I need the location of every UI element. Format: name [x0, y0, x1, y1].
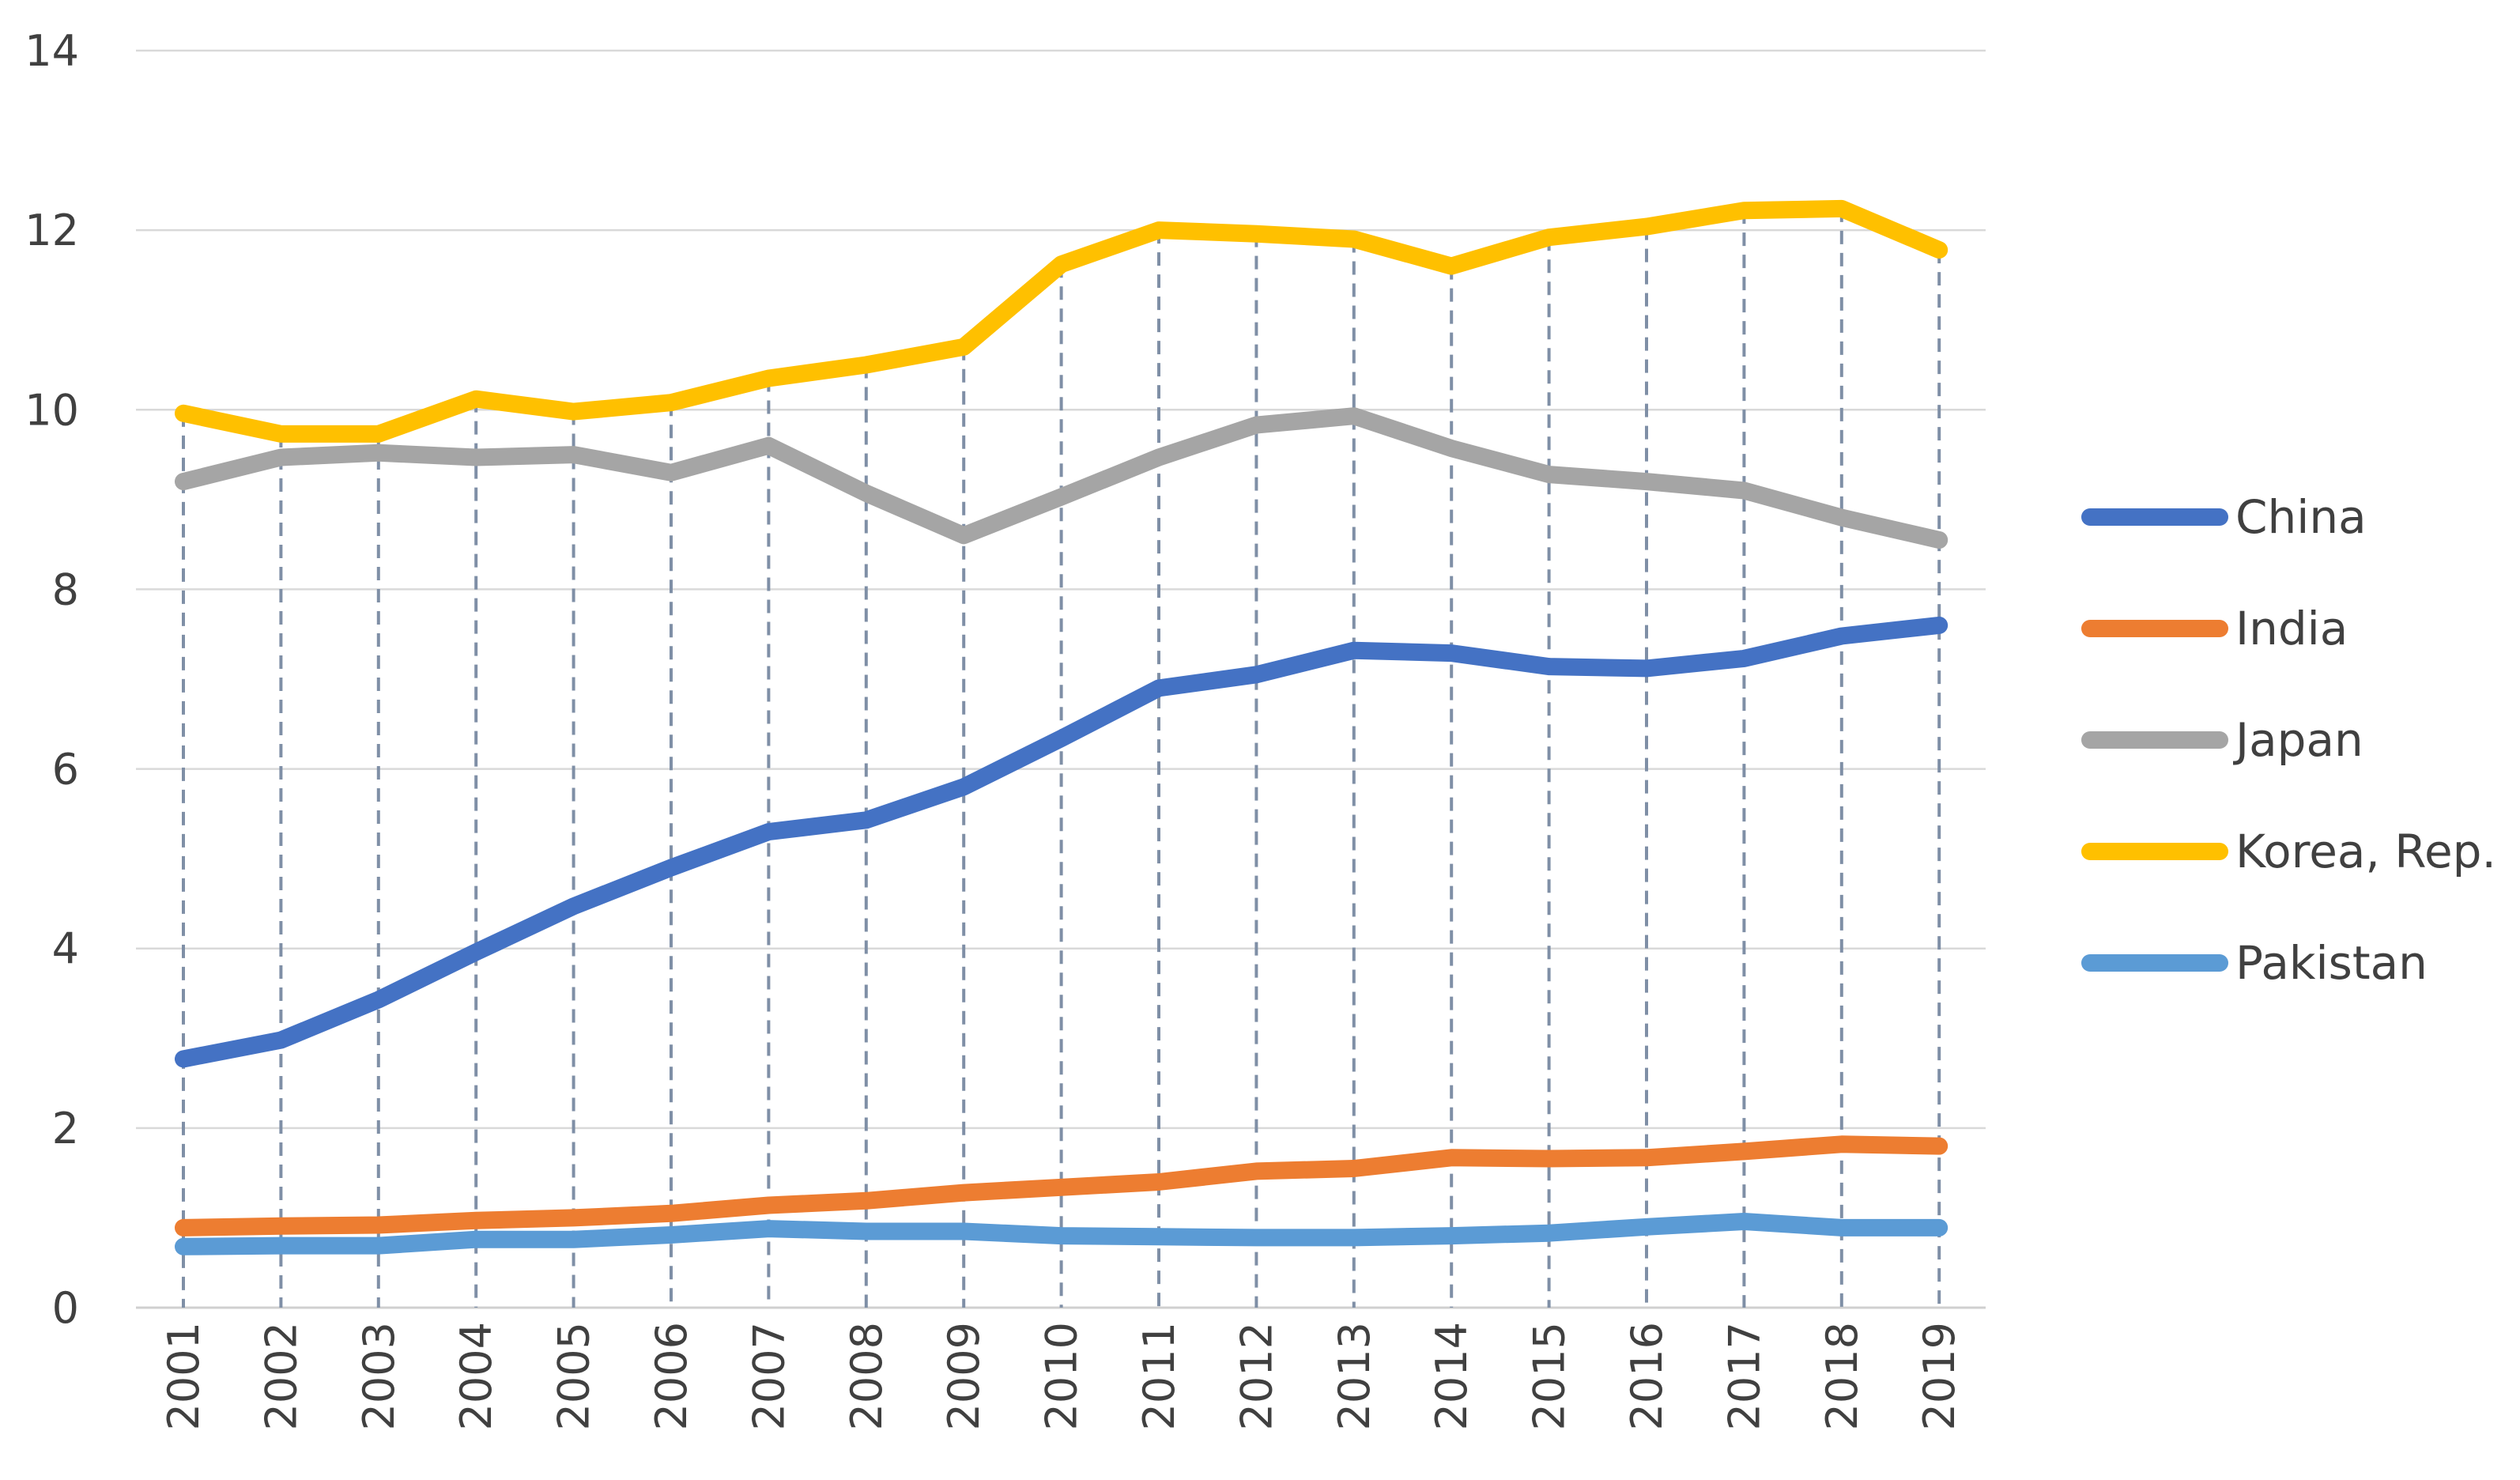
series-lines	[175, 199, 1948, 1255]
x-tick-label-2009: 2009	[939, 1322, 989, 1430]
x-tick-label-2004: 2004	[451, 1322, 501, 1430]
gridlines	[136, 49, 1986, 1309]
x-tick-label-2008: 2008	[842, 1322, 892, 1430]
x-tick-label-2016: 2016	[1622, 1322, 1672, 1430]
y-tick-label: 14	[25, 26, 79, 76]
legend-label-korea-rep: Korea, Rep.	[2235, 825, 2496, 878]
x-tick-label-2006: 2006	[647, 1322, 696, 1430]
y-tick-label: 0	[52, 1283, 79, 1333]
series-line-india	[175, 1135, 1948, 1236]
legend-label-china: China	[2235, 490, 2367, 544]
y-axis: 0 2 4 6 8 10 12 14	[25, 26, 79, 1333]
y-tick-label: 8	[52, 564, 79, 614]
x-tick-label-2013: 2013	[1330, 1322, 1379, 1430]
y-tick-label: 12	[25, 206, 79, 255]
x-tick-label-2014: 2014	[1427, 1322, 1477, 1430]
series-line-china	[175, 616, 1948, 1068]
x-tick-label-2007: 2007	[744, 1322, 794, 1430]
x-tick-label-2019: 2019	[1915, 1322, 1964, 1430]
x-tick-label-2005: 2005	[549, 1322, 599, 1430]
x-tick-label-2003: 2003	[354, 1322, 404, 1430]
series-line-pakistan	[175, 1213, 1948, 1255]
x-tick-label-2012: 2012	[1232, 1322, 1281, 1430]
series-line-japan	[175, 407, 1948, 549]
y-tick-label: 6	[52, 745, 79, 795]
x-tick-label-2015: 2015	[1525, 1322, 1575, 1430]
legend: China India Japan Korea, Rep. Pakistan	[2081, 490, 2496, 990]
y-tick-label: 2	[52, 1104, 79, 1153]
legend-label-pakistan: Pakistan	[2235, 936, 2428, 990]
x-tick-label-2011: 2011	[1134, 1322, 1184, 1430]
y-tick-label: 4	[52, 924, 79, 974]
legend-label-india: India	[2235, 602, 2348, 655]
x-tick-label-2017: 2017	[1719, 1322, 1769, 1430]
x-axis: 2001 2002 2003 2004 2005 2006 2007 2008 2009 2010…	[159, 1322, 1964, 1430]
x-tick-label-2010: 2010	[1037, 1322, 1087, 1430]
category-drop-lines	[182, 208, 1941, 1308]
x-tick-label-2018: 2018	[1817, 1322, 1867, 1430]
x-tick-label-2002: 2002	[256, 1322, 306, 1430]
series-line-korea-rep	[175, 199, 1948, 443]
y-tick-label: 10	[25, 385, 79, 435]
legend-label-japan: Japan	[2233, 713, 2363, 767]
x-tick-label-2001: 2001	[159, 1322, 209, 1430]
